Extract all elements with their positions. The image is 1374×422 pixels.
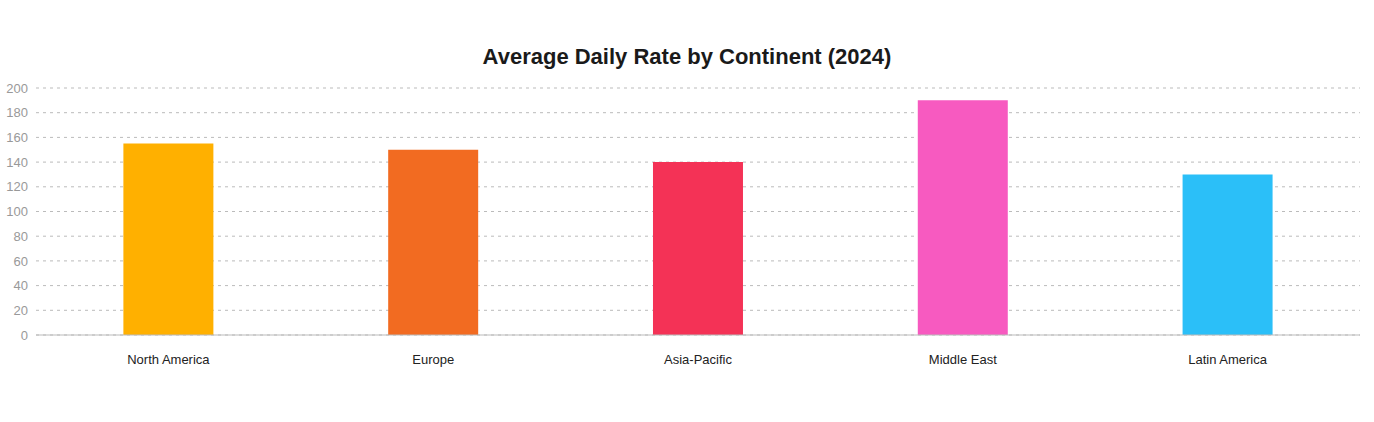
svg-text:200: 200 [8, 81, 28, 96]
svg-text:180: 180 [8, 105, 28, 120]
svg-text:Latin America: Latin America [1188, 352, 1268, 367]
svg-text:Asia-Pacific: Asia-Pacific [664, 352, 732, 367]
svg-text:100: 100 [8, 204, 28, 219]
html-text:Average Daily Rate by Continen: Average Daily Rate by Continent (2024) [482, 44, 892, 69]
svg-text:160: 160 [8, 130, 28, 145]
svg-text:0: 0 [21, 328, 28, 343]
svg-text:120: 120 [8, 179, 28, 194]
svg-text:80: 80 [14, 229, 28, 244]
svg-text:North America: North America [127, 352, 210, 367]
svg-text:Middle East: Middle East [929, 352, 997, 367]
svg-text:140: 140 [8, 155, 28, 170]
svg-text:Europe: Europe [412, 352, 454, 367]
svg-text:60: 60 [14, 254, 28, 269]
svg-text:40: 40 [14, 278, 28, 293]
svg-text:20: 20 [14, 303, 28, 318]
